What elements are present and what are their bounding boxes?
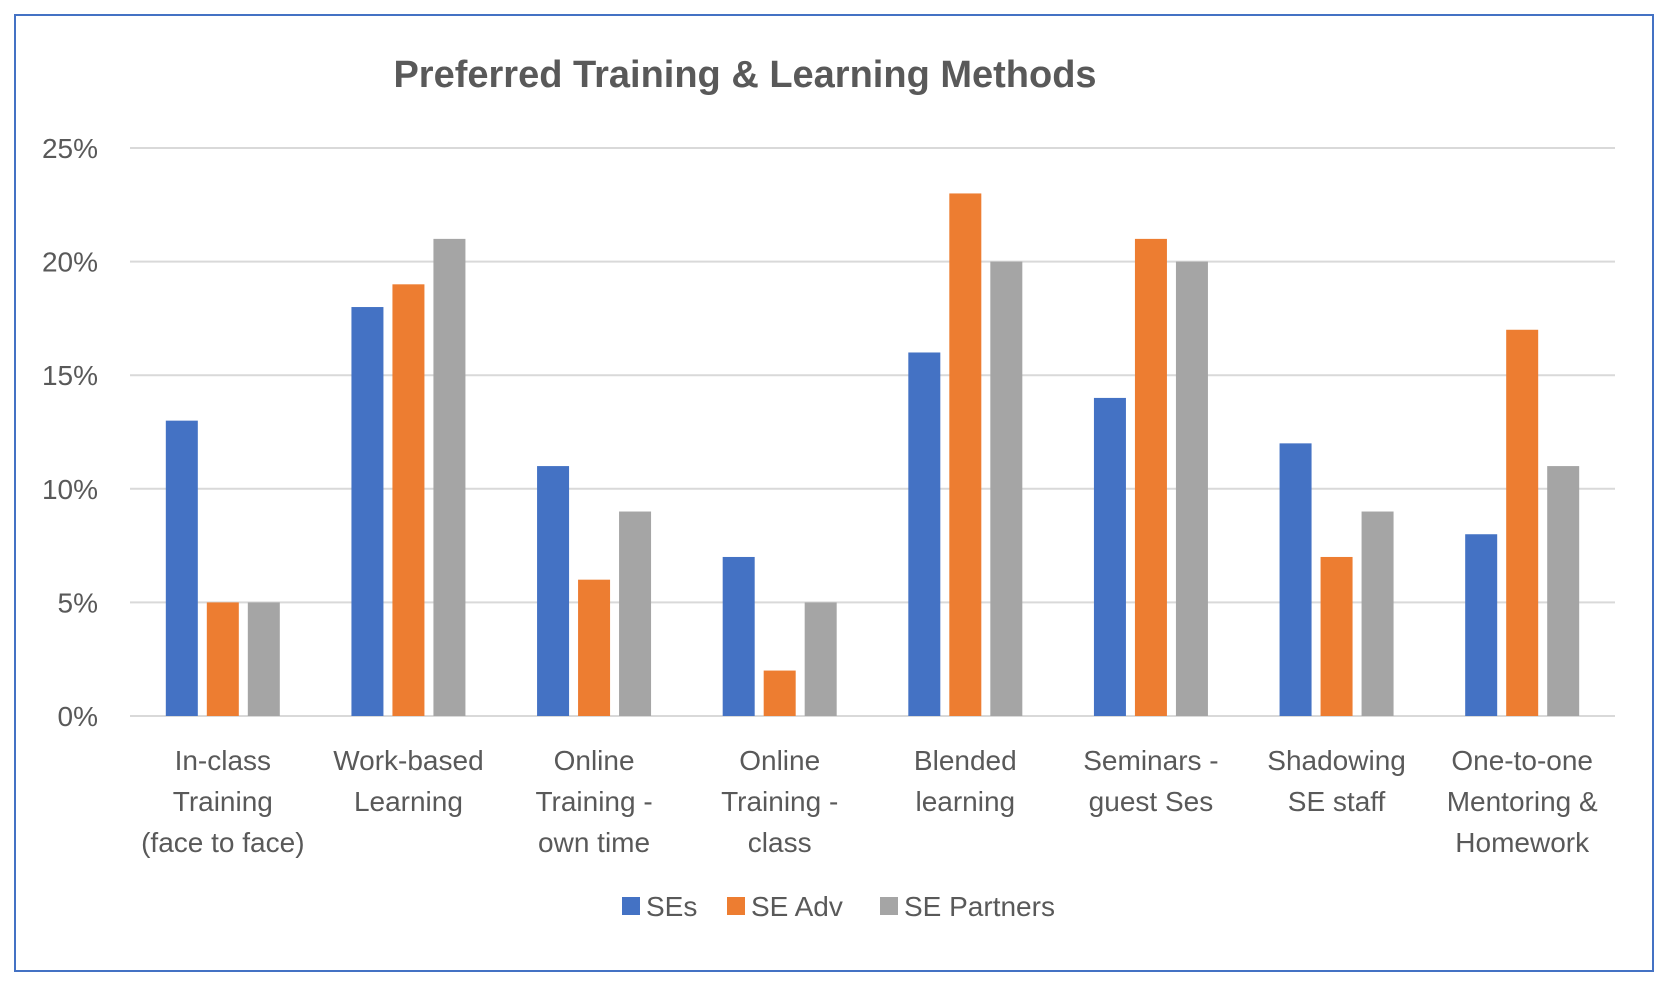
- bars: [165, 193, 1580, 716]
- y-tick-label: 0%: [58, 701, 98, 732]
- bar-se-adv: [206, 602, 239, 716]
- x-category-label: One-to-one Mentoring & Homework: [1447, 745, 1598, 858]
- x-category-label: Online Training -own time: [535, 745, 652, 858]
- bar-se-partners: [619, 511, 652, 716]
- bar-ses: [1465, 534, 1498, 716]
- x-category-label: Work-based Learning: [333, 745, 483, 817]
- y-tick-label: 5%: [58, 587, 98, 618]
- bar-se-adv: [1320, 556, 1353, 716]
- bar-ses: [722, 556, 755, 716]
- bar-se-partners: [433, 238, 466, 716]
- bar-se-adv: [949, 193, 982, 716]
- bar-se-adv: [578, 579, 611, 716]
- y-tick-label: 10%: [42, 474, 98, 505]
- bar-ses: [351, 307, 384, 716]
- legend-swatch: [622, 897, 640, 915]
- bar-se-adv: [392, 284, 425, 716]
- bar-se-adv: [763, 670, 796, 716]
- y-tick-label: 25%: [42, 133, 98, 164]
- bar-ses: [165, 420, 198, 716]
- y-tick-label: 15%: [42, 360, 98, 391]
- y-axis-ticks: 0% 5% 10% 15% 20% 25%: [42, 133, 98, 732]
- legend-label: SE Adv: [751, 891, 843, 922]
- bar-se-adv: [1506, 329, 1539, 716]
- bar-ses: [1093, 397, 1126, 716]
- y-tick-label: 20%: [42, 247, 98, 278]
- bar-se-partners: [990, 261, 1023, 716]
- x-category-label: Online Training -class: [721, 745, 838, 858]
- legend-swatch: [727, 897, 745, 915]
- x-category-label: Blended learning: [914, 745, 1017, 817]
- chart-frame: [14, 14, 1654, 972]
- legend-label: SE Partners: [904, 891, 1055, 922]
- legend-label: SEs: [646, 891, 697, 922]
- x-category-label: Seminars -guest Ses: [1083, 745, 1218, 817]
- x-category-label: Shadowing SE staff: [1267, 745, 1406, 817]
- bar-se-partners: [804, 602, 837, 716]
- bar-se-partners: [1547, 466, 1580, 716]
- bar-se-partners: [1361, 511, 1394, 716]
- x-axis-categories: In-class Training (face to face) Work-based…: [141, 745, 1598, 858]
- bar-se-adv: [1134, 238, 1167, 716]
- bar-ses: [908, 352, 941, 716]
- x-category-label: In-class Training (face to face): [141, 745, 304, 858]
- bar-ses: [537, 466, 570, 716]
- legend-swatch: [880, 897, 898, 915]
- bar-ses: [1279, 443, 1312, 716]
- chart-title: Preferred Training & Learning Methods: [393, 54, 1096, 96]
- bar-se-partners: [247, 602, 280, 716]
- legend: SEs SE Adv SE Partners: [622, 891, 1055, 922]
- bar-se-partners: [1175, 261, 1208, 716]
